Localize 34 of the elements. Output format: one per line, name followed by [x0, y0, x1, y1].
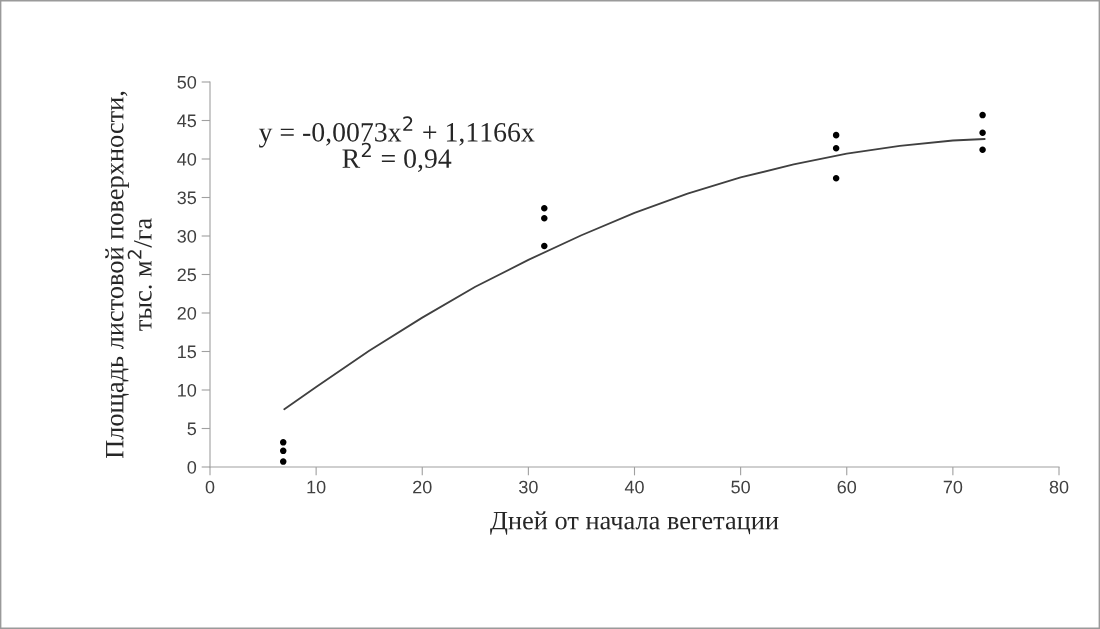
y-axis-title: Площадь листовой поверхности, тыс. м$^{2}$/га [105, 91, 152, 459]
x-tick-label: 40 [624, 480, 644, 494]
point [279, 458, 287, 465]
y-tick-label: 45 [177, 114, 197, 128]
point [832, 144, 840, 152]
y-tick-label: 50 [177, 75, 197, 89]
y-tick-label: 0 [187, 460, 197, 474]
point [832, 131, 840, 139]
x-tick-label: 20 [413, 480, 432, 494]
y-tick-label: 30 [177, 229, 197, 243]
x-tick-label: 0 [205, 480, 215, 494]
x-tick-label: 70 [943, 480, 963, 494]
point [541, 205, 548, 212]
point [979, 111, 986, 119]
y-tick-label: 15 [178, 345, 197, 359]
y-tick-label: 10 [178, 383, 197, 397]
y-tick-label: 35 [177, 191, 197, 205]
x-axis-title: Дней от начала вегетации [490, 511, 779, 535]
y-tick-label: 25 [177, 268, 197, 282]
point [979, 146, 986, 154]
x-tick-label: 50 [731, 480, 750, 494]
point [279, 439, 287, 446]
x-tick-label: 80 [1049, 480, 1069, 494]
y-tick-label: 40 [177, 152, 197, 166]
point [979, 129, 986, 137]
point [832, 174, 840, 182]
x-tick-label: 30 [519, 480, 538, 494]
x-tick-label: 60 [837, 480, 857, 494]
x-tick-label: 10 [307, 480, 326, 494]
point [279, 447, 287, 455]
y-tick-label: 5 [187, 422, 197, 436]
point [541, 215, 548, 222]
point [541, 242, 548, 250]
y-tick-label: 20 [177, 306, 197, 320]
